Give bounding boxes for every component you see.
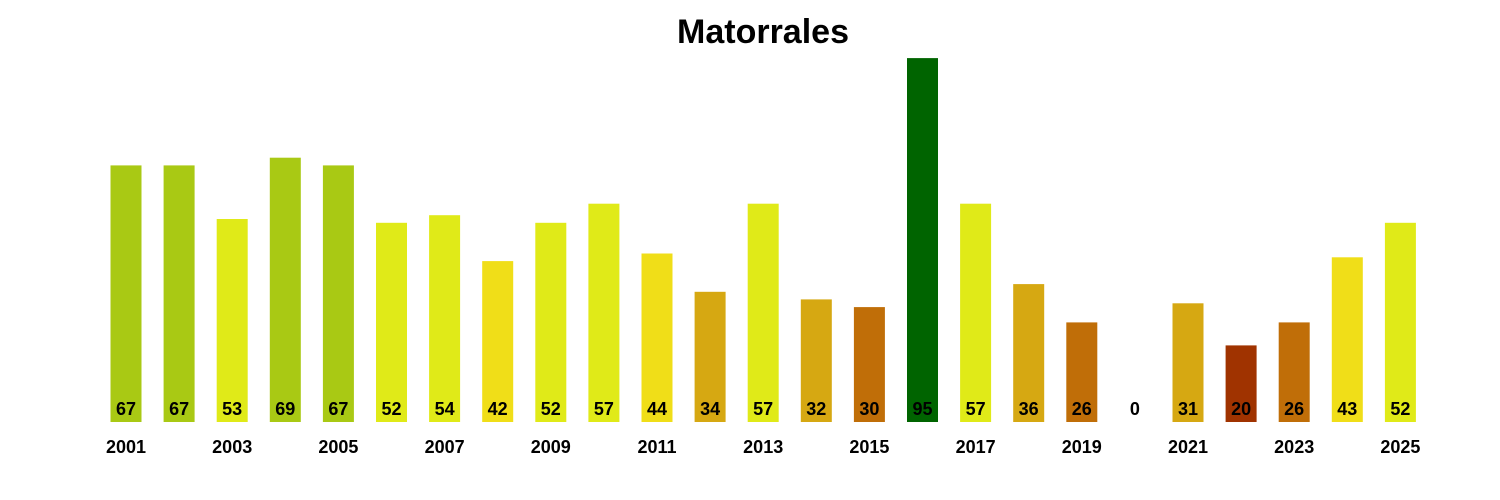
value-label-2011: 44 [647,399,667,419]
bar-2002 [163,165,195,422]
x-tick-label-2017: 2017 [956,437,996,457]
x-axis-tick-labels: 2001 2003 2005 2007 2009 2011 2013 2015 2017 2019… [106,437,1420,457]
value-label-2023: 26 [1284,399,1304,419]
bar-2023 [1278,322,1310,422]
x-tick-label-2005: 2005 [318,437,358,457]
bar-2005 [322,165,354,422]
bar-2019 [1066,322,1098,422]
value-label-2021: 31 [1178,399,1198,419]
x-tick-label-2023: 2023 [1274,437,1314,457]
bar-2008 [482,261,514,422]
x-tick-label-2011: 2011 [637,437,676,457]
value-labels-layer: 67 67 53 69 67 52 54 42 52 57 44 34 57 32 30 95 57 36 26 0 3… [116,399,1410,419]
bar-2012 [694,291,726,422]
value-label-2012: 34 [700,399,720,419]
value-label-2020: 0 [1130,399,1140,419]
value-label-2005: 67 [328,399,348,419]
bars-layer [110,58,1416,422]
bar-2009 [535,222,567,422]
bar-2021 [1172,303,1204,422]
x-tick-label-2009: 2009 [531,437,571,457]
bar-2011 [641,253,673,422]
value-label-2004: 69 [275,399,295,419]
value-label-2018: 36 [1019,399,1039,419]
bar-2004 [269,157,301,422]
value-label-2016: 95 [912,399,932,419]
bar-2022 [1225,345,1257,422]
value-label-2010: 57 [594,399,614,419]
bar-2006 [376,222,407,422]
bar-2017 [960,203,992,422]
chart-title: Matorrales [677,13,849,51]
value-label-2003: 53 [222,399,242,419]
bar-2016 [907,58,938,422]
value-label-2013: 57 [753,399,773,419]
x-tick-label-2007: 2007 [425,437,465,457]
value-label-2015: 30 [859,399,879,419]
bar-2013 [747,203,779,422]
value-label-2008: 42 [488,399,508,419]
value-label-2025: 52 [1390,399,1410,419]
bar-2024 [1331,257,1363,422]
bar-2001 [110,165,142,422]
value-label-2009: 52 [541,399,561,419]
value-label-2019: 26 [1072,399,1092,419]
x-tick-label-2001: 2001 [106,437,146,457]
bar-2003 [216,219,248,422]
value-label-2006: 52 [381,399,401,419]
value-label-2024: 43 [1337,399,1357,419]
value-label-2022: 20 [1231,399,1251,419]
x-tick-label-2019: 2019 [1062,437,1102,457]
bar-2010 [588,203,620,422]
value-label-2001: 67 [116,399,136,419]
bar-2007 [429,215,461,422]
x-tick-label-2003: 2003 [212,437,252,457]
bar-2015 [853,307,885,422]
x-tick-label-2015: 2015 [849,437,889,457]
value-label-2002: 67 [169,399,189,419]
x-tick-label-2021: 2021 [1168,437,1208,457]
value-label-2007: 54 [435,399,455,419]
bar-2014 [800,299,832,422]
x-tick-label-2013: 2013 [743,437,783,457]
bar-2025 [1384,222,1416,422]
value-label-2017: 57 [966,399,986,419]
value-label-2014: 32 [806,399,826,419]
bar-2018 [1013,284,1045,422]
x-tick-label-2025: 2025 [1380,437,1420,457]
